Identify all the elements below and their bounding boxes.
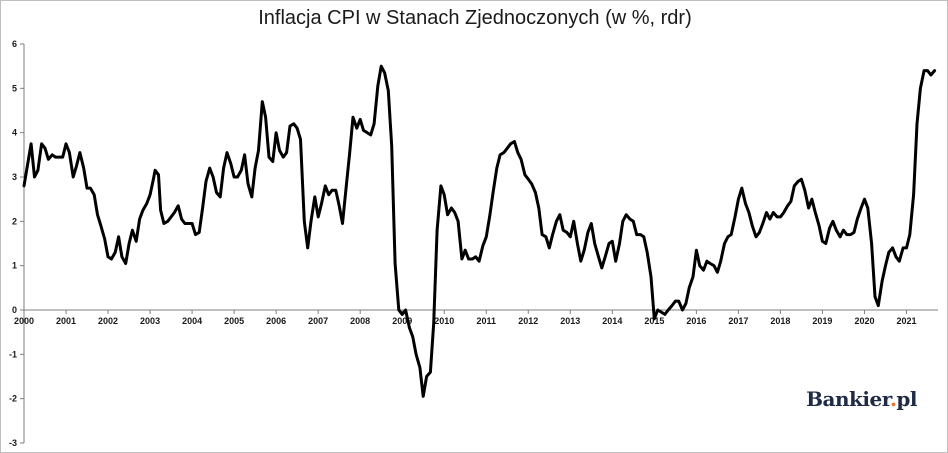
x-tick-label: 2015 xyxy=(644,316,664,326)
y-tick-label: 3 xyxy=(12,172,17,182)
y-tick-label: 2 xyxy=(12,216,17,226)
x-tick-label: 2011 xyxy=(476,316,496,326)
y-tick-label: 1 xyxy=(12,261,17,271)
logo-suffix: pl xyxy=(896,387,917,411)
x-tick-label: 2021 xyxy=(896,316,916,326)
x-tick-label: 2012 xyxy=(518,316,538,326)
x-tick-label: 2010 xyxy=(434,316,454,326)
y-tick-label: 4 xyxy=(12,128,17,138)
series-line xyxy=(22,64,937,398)
x-tick-label: 2020 xyxy=(854,316,874,326)
x-tick-label: 2018 xyxy=(770,316,790,326)
chart-axes: 6 5 4 3 2 1 0 -1 -2 -3 2000 2001 2002 2003 2004 2005 200… xyxy=(9,39,938,448)
x-tick-label: 2000 xyxy=(14,316,34,326)
x-tick-label: 2009 xyxy=(392,316,412,326)
x-tick-label: 2001 xyxy=(56,316,76,326)
logo-dot: . xyxy=(889,387,897,411)
x-tick-label: 2013 xyxy=(560,316,580,326)
x-tick-label: 2017 xyxy=(728,316,748,326)
y-tick-label: -1 xyxy=(9,349,17,359)
y-tick-label: 0 xyxy=(12,305,17,315)
y-tick-label: -2 xyxy=(9,394,17,404)
x-tick-label: 2007 xyxy=(308,316,328,326)
x-tick-label: 2002 xyxy=(98,316,118,326)
x-tick-label: 2003 xyxy=(140,316,160,326)
x-tick-label: 2014 xyxy=(602,316,622,326)
x-tick-label: 2005 xyxy=(224,316,244,326)
chart-title: Inflacja CPI w Stanach Zjednoczonych (w … xyxy=(258,7,692,29)
x-tick-label: 2004 xyxy=(182,316,202,326)
y-tick-label: 6 xyxy=(12,39,17,49)
series-layer xyxy=(22,64,937,398)
x-tick-label: 2006 xyxy=(266,316,286,326)
y-tick-label: 5 xyxy=(12,83,17,93)
x-tick-label: 2016 xyxy=(686,316,706,326)
x-tick-label: 2019 xyxy=(812,316,832,326)
y-tick-label: -3 xyxy=(9,438,17,448)
x-tick-label: 2008 xyxy=(350,316,370,326)
logo-text: Bankier xyxy=(806,387,890,411)
bankier-logo: Bankier.pl xyxy=(806,387,917,411)
